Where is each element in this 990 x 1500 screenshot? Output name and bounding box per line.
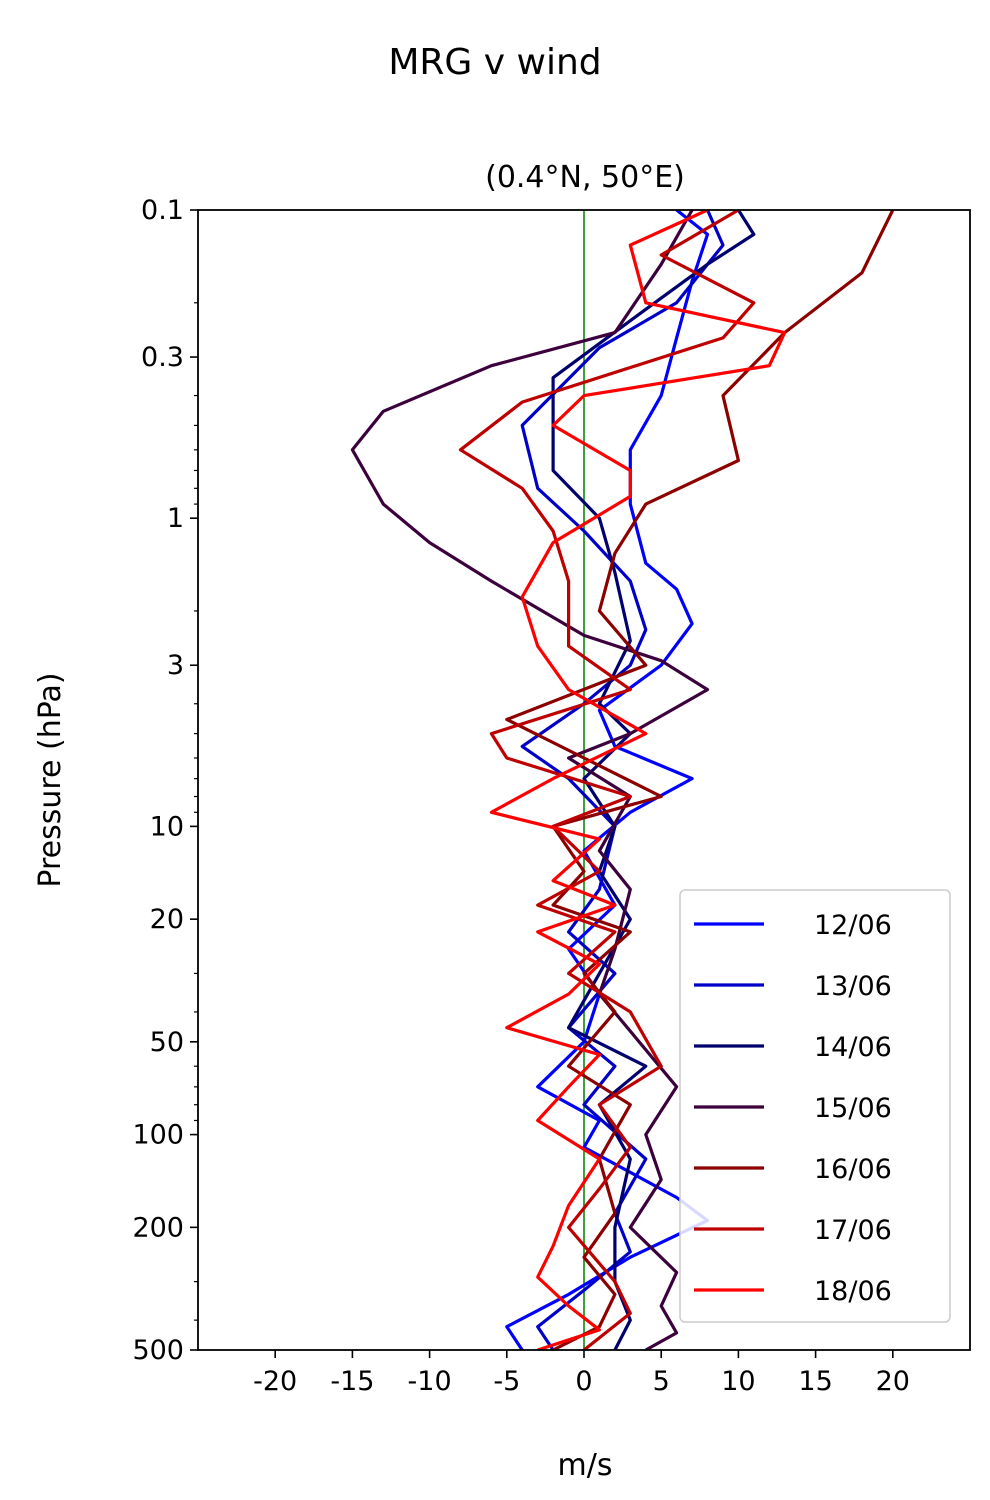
x-axis-label: m/s (558, 1448, 613, 1483)
y-tick-label: 100 (132, 1120, 184, 1151)
legend-label: 16/06 (814, 1154, 892, 1185)
x-tick-label: -15 (330, 1366, 374, 1397)
series-line-2 (551, 210, 756, 1350)
y-tick-label: 10 (150, 811, 184, 842)
chart-title: (0.4°N, 50°E) (485, 160, 685, 195)
x-tick-label: 10 (721, 1366, 755, 1397)
axis-ticks: -20 -15 -10 -5 0 5 10 15 20 0.1 0.3 1 3 10 20 50 100 200 5… (132, 195, 910, 1397)
x-tick-label: -20 (253, 1366, 297, 1397)
legend-label: 15/06 (814, 1093, 892, 1124)
y-tick-label: 0.3 (141, 342, 184, 373)
legend-label: 18/06 (814, 1276, 892, 1307)
figure-suptitle: MRG v wind (388, 42, 601, 83)
y-tick-label: 1 (167, 503, 184, 534)
legend: 12/06 13/06 14/06 15/06 16/06 17/06 18/06 (679, 889, 951, 1323)
y-tick-label: 500 (132, 1335, 184, 1366)
plot-area (350, 210, 895, 1350)
x-tick-label: 0 (575, 1366, 592, 1397)
x-tick-label: -5 (493, 1366, 520, 1397)
series-line-6 (489, 210, 787, 1350)
y-tick-label: 3 (167, 650, 184, 681)
legend-label: 17/06 (814, 1215, 892, 1246)
series-line-5 (458, 210, 756, 1350)
legend-label: 13/06 (814, 971, 892, 1002)
series-line-3 (350, 210, 710, 1350)
y-tick-label: 50 (150, 1027, 184, 1058)
x-tick-label: 20 (876, 1366, 910, 1397)
y-tick-label: 200 (132, 1212, 184, 1243)
y-axis-label: Pressure (hPa) (33, 672, 68, 887)
x-tick-label: 15 (798, 1366, 832, 1397)
legend-label: 14/06 (814, 1032, 892, 1063)
x-tick-label: -10 (408, 1366, 452, 1397)
legend-label: 12/06 (814, 910, 892, 941)
y-tick-label: 20 (150, 904, 184, 935)
series-line-4 (505, 210, 895, 1350)
y-tick-label: 0.1 (141, 195, 184, 226)
plot-frame (197, 209, 971, 1351)
legend-box (679, 889, 951, 1323)
x-tick-label: 5 (653, 1366, 670, 1397)
